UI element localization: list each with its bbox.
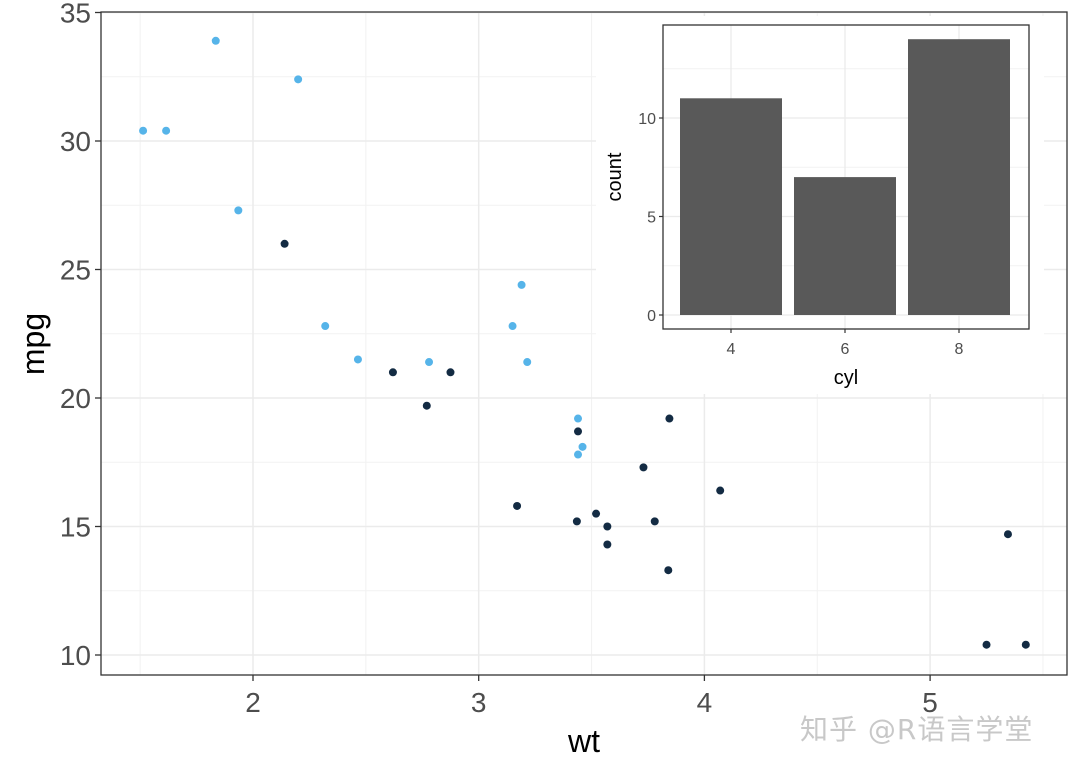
x-tick-label: 5: [922, 687, 938, 718]
data-point: [280, 239, 289, 248]
bar-cyl-4: [680, 98, 782, 315]
data-point: [446, 368, 455, 377]
inset-x-axis-title: cyl: [834, 367, 858, 389]
data-point: [1003, 530, 1012, 539]
data-point: [139, 126, 148, 135]
watermark: 知乎 @R语言学堂: [800, 713, 1034, 746]
data-point: [572, 517, 581, 526]
y-tick-label: 20: [60, 383, 91, 414]
data-point: [574, 427, 583, 436]
inset-y-tick-label: 0: [647, 308, 656, 325]
data-point: [716, 486, 725, 495]
y-tick-label: 25: [60, 255, 91, 286]
bar-cyl-6: [794, 177, 896, 315]
data-point: [578, 442, 587, 451]
x-tick-label: 4: [697, 687, 713, 718]
data-point: [592, 509, 601, 518]
main-data-points: [139, 36, 1030, 649]
data-point: [234, 206, 243, 215]
data-point: [1021, 640, 1030, 649]
inset-panel-border: [662, 24, 1030, 330]
inset-x-tick-label: 8: [955, 341, 964, 358]
data-point: [639, 463, 648, 472]
data-point: [513, 501, 522, 510]
data-point: [211, 36, 220, 45]
inset-x-tick-label: 6: [841, 341, 850, 358]
data-point: [982, 640, 991, 649]
inset-x-tick-label: 4: [727, 341, 736, 358]
data-point: [353, 355, 362, 364]
data-point: [422, 401, 431, 410]
inset-y-axis-title: count: [604, 152, 626, 201]
data-point: [388, 368, 397, 377]
inset-y-tick-label: 5: [647, 210, 656, 227]
data-point: [603, 540, 612, 549]
data-point: [664, 566, 673, 575]
inset-bars: [680, 39, 1010, 315]
data-point: [517, 280, 526, 289]
data-point: [294, 75, 303, 84]
y-tick-label: 35: [60, 0, 91, 29]
inset-bar-chart: 4 6 8 0 5 10 cyl count: [596, 16, 1044, 394]
data-point: [574, 414, 583, 423]
data-point: [603, 522, 612, 531]
inset-y-tick-label: 10: [638, 111, 656, 128]
data-point: [321, 322, 330, 331]
inset-axes: 4 6 8 0 5 10: [638, 111, 963, 358]
bar-cyl-8: [908, 39, 1010, 315]
x-tick-label: 3: [471, 687, 487, 718]
data-point: [162, 126, 171, 135]
main-panel-border: [100, 11, 1068, 676]
data-point: [425, 358, 434, 367]
y-axis-title: mpg: [15, 313, 51, 375]
main-axes: 2 3 4 5 10 15 20 25 30 35: [60, 0, 938, 718]
data-point: [523, 358, 532, 367]
y-tick-label: 10: [60, 640, 91, 671]
y-tick-label: 15: [60, 512, 91, 543]
x-tick-label: 2: [245, 687, 261, 718]
x-axis-title: wt: [567, 723, 600, 759]
data-point: [574, 450, 583, 459]
data-point: [508, 322, 517, 331]
data-point: [665, 414, 674, 423]
y-tick-label: 30: [60, 126, 91, 157]
data-point: [650, 517, 659, 526]
